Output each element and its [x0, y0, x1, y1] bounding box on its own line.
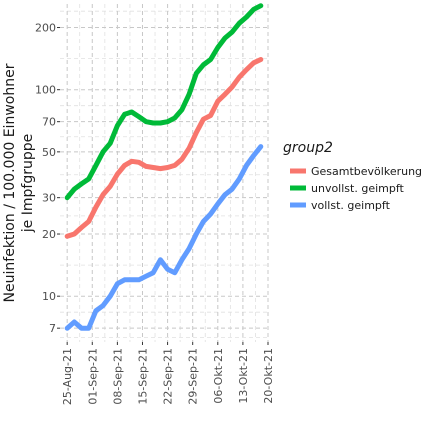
- y-tick-label: 7: [49, 322, 56, 335]
- minor-grid: [60, 4, 268, 342]
- y-axis-title-line2: je Impfgruppe: [20, 134, 36, 233]
- x-tick-label: 01-Sep-21: [86, 348, 99, 405]
- y-tick-label: 100: [35, 84, 56, 97]
- y-tick-label: 50: [42, 146, 56, 159]
- y-tick-label: 10: [42, 290, 56, 303]
- x-tick-label: 06-Okt-21: [212, 348, 225, 404]
- x-tick-label: 13-Okt-21: [237, 348, 250, 404]
- legend-label: vollst. geimpft: [311, 199, 391, 212]
- y-axis-title-line1: Neuinfektion / 100.000 Einwohner: [2, 63, 18, 302]
- x-tick-label: 15-Sep-21: [136, 348, 149, 405]
- series-line-1: [64, 3, 264, 201]
- x-tick-label: 25-Aug-21: [61, 348, 74, 405]
- y-tick-label: 70: [42, 116, 56, 129]
- series-line-2: [64, 144, 264, 331]
- y-tick-label: 30: [42, 192, 56, 205]
- legend-label: Gesamtbevölkerung: [311, 165, 422, 178]
- series-line-0: [64, 57, 264, 239]
- series-lines: [64, 3, 264, 331]
- y-tick-label: 20: [42, 228, 56, 241]
- x-axis-ticks: 25-Aug-21 01-Sep-21 08-Sep-21 15-Sep-21 22-S…: [61, 342, 275, 405]
- x-tick-label: 20-Okt-21: [262, 348, 275, 404]
- y-axis-ticks: 7 10 20 30 50 70 100 200: [35, 22, 60, 335]
- legend-title: group2: [283, 140, 333, 156]
- x-tick-label: 29-Sep-21: [187, 348, 200, 405]
- legend-items: Gesamtbevölkerung unvollst. geimpft vollst…: [290, 165, 422, 212]
- legend: group2 Gesamtbevölkerung unvollst. geimpf…: [283, 140, 422, 212]
- major-grid: [60, 4, 269, 342]
- legend-label: unvollst. geimpft: [311, 182, 405, 195]
- y-tick-label: 200: [35, 22, 56, 35]
- x-tick-label: 22-Sep-21: [162, 348, 175, 405]
- x-tick-label: 08-Sep-21: [111, 348, 124, 405]
